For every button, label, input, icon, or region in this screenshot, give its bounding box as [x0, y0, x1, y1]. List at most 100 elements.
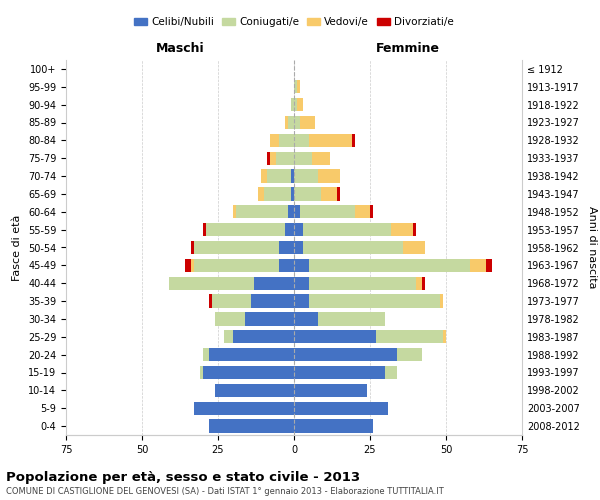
Text: Femmine: Femmine	[376, 42, 440, 54]
Bar	[236, 205, 288, 218]
Bar	[294, 170, 319, 183]
Bar	[294, 330, 376, 344]
Bar	[294, 258, 309, 272]
Bar	[309, 258, 470, 272]
Bar	[266, 170, 291, 183]
Bar	[294, 98, 297, 112]
Bar	[370, 205, 373, 218]
Bar	[322, 187, 337, 200]
Bar	[300, 205, 355, 218]
Bar	[194, 241, 279, 254]
Bar	[185, 258, 191, 272]
Bar	[260, 170, 266, 183]
Bar	[276, 152, 294, 165]
Bar	[257, 187, 263, 200]
Text: Popolazione per età, sesso e stato civile - 2013: Popolazione per età, sesso e stato civil…	[6, 472, 360, 484]
Bar	[422, 276, 425, 290]
Bar	[206, 223, 285, 236]
Bar	[203, 366, 294, 379]
Bar	[191, 241, 194, 254]
Bar	[294, 366, 385, 379]
Bar	[385, 366, 397, 379]
Bar	[279, 241, 294, 254]
Bar	[470, 258, 485, 272]
Bar	[294, 420, 373, 433]
Bar	[288, 116, 294, 129]
Bar	[303, 241, 403, 254]
Bar	[194, 402, 294, 415]
Bar	[416, 276, 422, 290]
Bar	[312, 152, 331, 165]
Bar	[294, 205, 300, 218]
Bar	[297, 80, 300, 94]
Bar	[403, 241, 425, 254]
Bar	[291, 98, 294, 112]
Bar	[413, 223, 416, 236]
Bar	[309, 276, 416, 290]
Bar	[309, 134, 352, 147]
Y-axis label: Fasce di età: Fasce di età	[13, 214, 22, 280]
Bar	[203, 348, 209, 362]
Bar	[352, 134, 355, 147]
Bar	[194, 258, 279, 272]
Bar	[303, 223, 391, 236]
Bar	[279, 258, 294, 272]
Bar	[215, 312, 245, 326]
Bar	[294, 152, 312, 165]
Bar	[212, 294, 251, 308]
Bar	[209, 348, 294, 362]
Bar	[266, 152, 269, 165]
Bar	[440, 294, 443, 308]
Bar	[294, 294, 309, 308]
Y-axis label: Anni di nascita: Anni di nascita	[587, 206, 596, 289]
Bar	[297, 98, 303, 112]
Bar	[285, 116, 288, 129]
Bar	[291, 170, 294, 183]
Bar	[215, 384, 294, 397]
Bar	[294, 187, 322, 200]
Bar	[245, 312, 294, 326]
Bar	[294, 384, 367, 397]
Bar	[294, 134, 309, 147]
Text: Maschi: Maschi	[155, 42, 205, 54]
Bar	[169, 276, 254, 290]
Bar	[279, 134, 294, 147]
Bar	[294, 348, 397, 362]
Bar	[443, 330, 446, 344]
Bar	[233, 330, 294, 344]
Bar	[191, 258, 194, 272]
Bar	[233, 205, 236, 218]
Bar	[294, 312, 319, 326]
Bar	[285, 223, 294, 236]
Bar	[355, 205, 370, 218]
Bar	[224, 330, 233, 344]
Bar	[269, 134, 279, 147]
Bar	[485, 258, 491, 272]
Bar	[294, 116, 300, 129]
Bar	[337, 187, 340, 200]
Bar	[319, 312, 385, 326]
Bar	[376, 330, 443, 344]
Bar	[254, 276, 294, 290]
Bar	[294, 223, 303, 236]
Bar	[291, 187, 294, 200]
Bar	[251, 294, 294, 308]
Bar	[397, 348, 422, 362]
Bar	[263, 187, 291, 200]
Bar	[300, 116, 315, 129]
Bar	[209, 294, 212, 308]
Bar	[200, 366, 203, 379]
Bar	[309, 294, 440, 308]
Legend: Celibi/Nubili, Coniugati/e, Vedovi/e, Divorziati/e: Celibi/Nubili, Coniugati/e, Vedovi/e, Di…	[130, 12, 458, 31]
Bar	[391, 223, 413, 236]
Bar	[294, 402, 388, 415]
Bar	[209, 420, 294, 433]
Bar	[288, 205, 294, 218]
Text: COMUNE DI CASTIGLIONE DEL GENOVESI (SA) - Dati ISTAT 1° gennaio 2013 - Elaborazi: COMUNE DI CASTIGLIONE DEL GENOVESI (SA) …	[6, 487, 444, 496]
Bar	[294, 241, 303, 254]
Bar	[294, 80, 297, 94]
Bar	[203, 223, 206, 236]
Bar	[319, 170, 340, 183]
Bar	[294, 276, 309, 290]
Bar	[269, 152, 276, 165]
